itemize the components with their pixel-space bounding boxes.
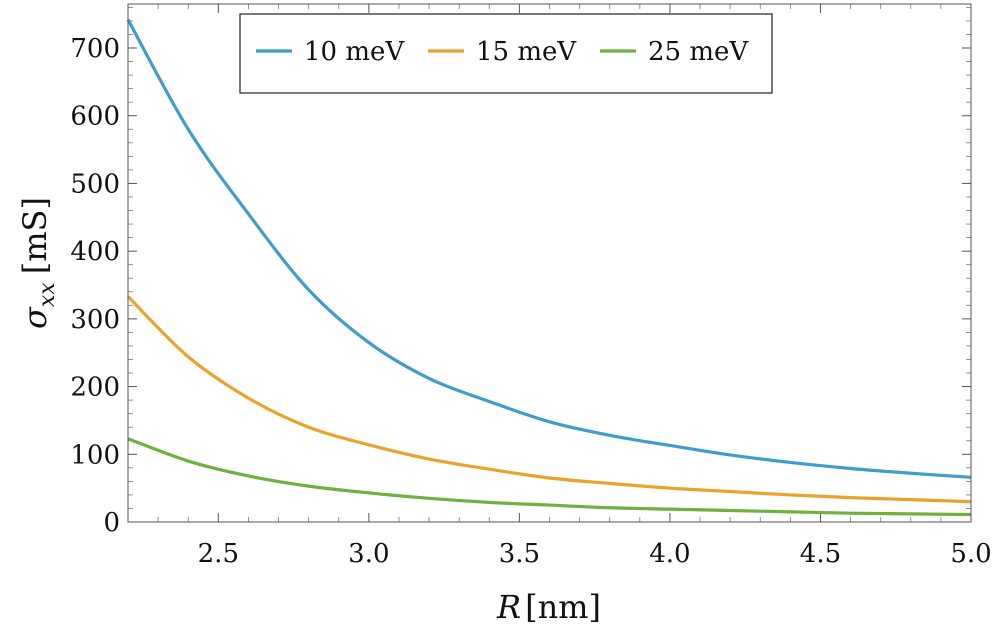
x-tick-label: 4.0 [649,539,690,569]
x-tick-label: 2.5 [198,539,239,569]
y-tick-label: 400 [70,237,120,267]
y-tick-label: 100 [70,440,120,470]
legend-label-25-mev: 25 meV [648,37,749,67]
x-tick-label: 4.5 [800,539,841,569]
legend-box [239,13,773,94]
y-tick-label: 700 [70,34,120,64]
x-tick-labels: 2.5 3.0 3.5 4.0 4.5 5.0 [198,539,992,569]
x-tick-label: 3.0 [348,539,389,569]
y-tick-label: 500 [70,169,120,199]
x-tick-label: 3.5 [499,539,540,569]
legend-label-10-mev: 10 meV [304,37,405,67]
y-tick-label: 600 [70,102,120,132]
plot-frame [127,3,972,523]
y-tick-label: 200 [70,373,120,403]
x-tick-label: 5.0 [950,539,991,569]
x-axis-label: R [nm] [496,588,601,626]
minor-ticks [127,4,971,522]
legend-label-15-mev: 15 meV [476,37,577,67]
legend: 10 meV 15 meV 25 meV [239,13,773,94]
y-tick-label: 300 [70,305,120,335]
y-tick-label: 0 [103,508,120,538]
series-lines [126,18,972,517]
series-line-10-mev [126,18,972,479]
y-axis-label: σxx[mS] [16,197,60,329]
series-line-15-mev [126,295,972,504]
series-line-25-mev [127,437,972,517]
y-tick-labels: 0 100 200 300 400 500 600 700 [70,34,120,538]
